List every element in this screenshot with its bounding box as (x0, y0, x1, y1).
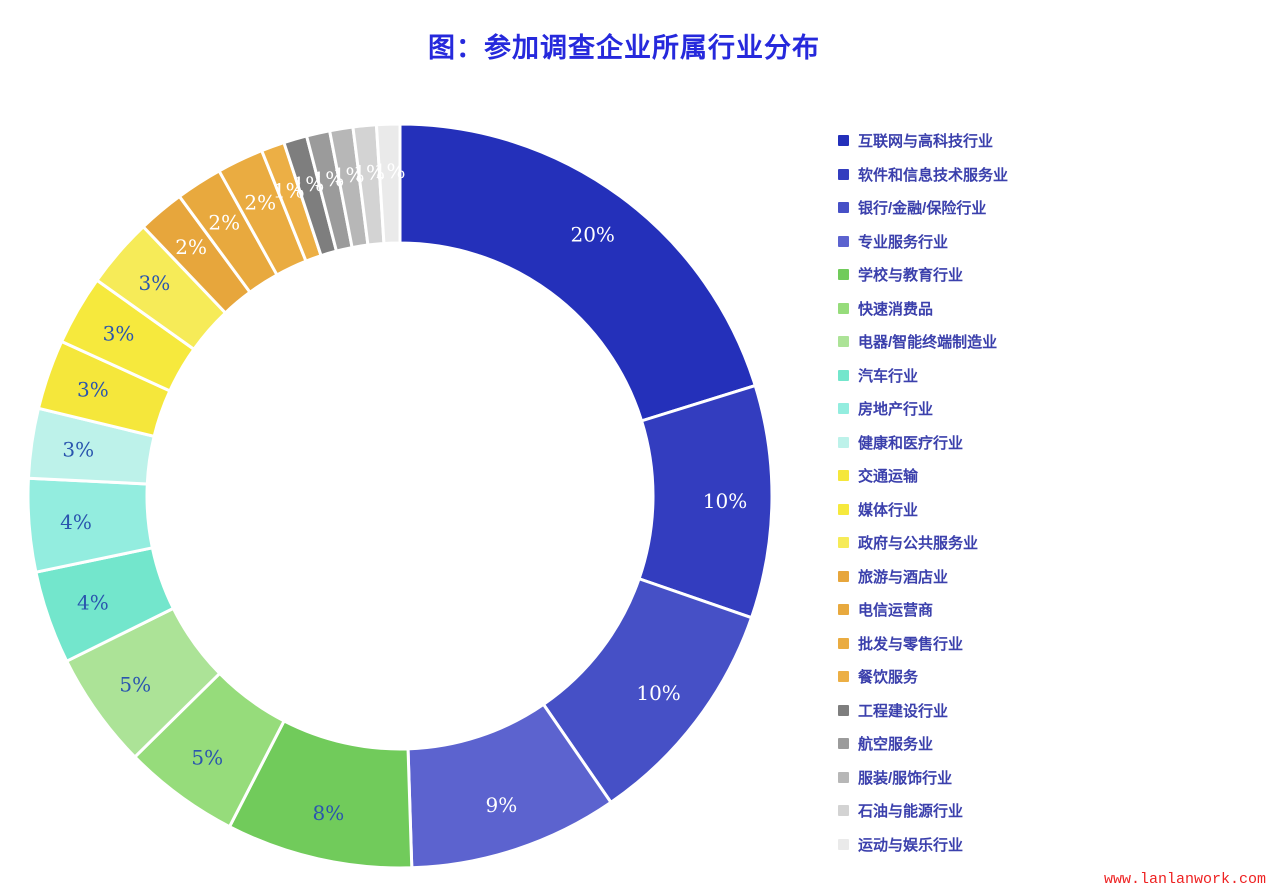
legend-swatch-icon (838, 403, 849, 415)
legend-item-5[interactable]: 学校与教育行业 (838, 258, 1258, 292)
legend-item-20[interactable]: 服装/服饰行业 (838, 761, 1258, 795)
legend-label: 服装/服饰行业 (858, 769, 953, 787)
legend-swatch-icon (838, 503, 849, 515)
slice-label-10: 3% (62, 438, 94, 462)
legend-label: 健康和医疗行业 (858, 434, 964, 452)
legend-item-17[interactable]: 餐饮服务 (838, 660, 1258, 694)
chart-legend: 互联网与高科技行业 软件和信息技术服务业 银行/金融/保险行业 专业服务行业 学校与教育… (838, 124, 1258, 861)
legend-swatch-icon (838, 637, 849, 649)
slice-label-4: 9% (486, 793, 518, 817)
slice-label-16: 2% (244, 191, 276, 215)
legend-label: 石油与能源行业 (858, 803, 964, 821)
slice-label-14: 2% (175, 235, 207, 259)
legend-swatch-icon (838, 771, 849, 783)
legend-swatch-icon (838, 202, 849, 214)
legend-swatch-icon (838, 436, 849, 448)
legend-item-15[interactable]: 电信运营商 (838, 593, 1258, 627)
slice-label-2: 10% (703, 489, 747, 513)
legend-item-1[interactable]: 互联网与高科技行业 (838, 124, 1258, 158)
legend-item-16[interactable]: 批发与零售行业 (838, 627, 1258, 661)
legend-item-12[interactable]: 媒体行业 (838, 493, 1258, 527)
legend-item-8[interactable]: 汽车行业 (838, 359, 1258, 393)
legend-label: 旅游与酒店业 (858, 568, 949, 586)
donut-chart: 20%10%10%9%8%5%5%4%4%3%3%3%3%2%2%2%1%1%1… (26, 122, 774, 870)
slice-label-20: 1% (333, 163, 365, 187)
legend-swatch-icon (838, 269, 849, 281)
legend-item-10[interactable]: 健康和医疗行业 (838, 426, 1258, 460)
legend-item-19[interactable]: 航空服务业 (838, 727, 1258, 761)
slice-label-3: 10% (636, 681, 680, 705)
pie-slice-22[interactable] (374, 122, 402, 246)
legend-item-14[interactable]: 旅游与酒店业 (838, 560, 1258, 594)
legend-item-21[interactable]: 石油与能源行业 (838, 794, 1258, 828)
legend-swatch-icon (838, 738, 849, 750)
slice-label-15: 2% (208, 211, 240, 235)
legend-swatch-icon (838, 570, 849, 582)
legend-label: 媒体行业 (858, 501, 919, 519)
slice-label-21: 1% (353, 161, 385, 185)
legend-swatch-icon (838, 470, 849, 482)
legend-swatch-icon (838, 235, 849, 247)
slice-label-6: 5% (191, 746, 223, 770)
slice-label-18: 1% (293, 172, 325, 196)
legend-label: 电信运营商 (858, 602, 934, 620)
legend-item-13[interactable]: 政府与公共服务业 (838, 526, 1258, 560)
slice-label-1: 20% (570, 222, 614, 246)
page-title: 图：参加调查企业所属行业分布 (428, 33, 820, 63)
legend-label: 专业服务行业 (858, 233, 949, 251)
legend-item-3[interactable]: 银行/金融/保险行业 (838, 191, 1258, 225)
slice-label-13: 3% (139, 271, 171, 295)
legend-item-9[interactable]: 房地产行业 (838, 392, 1258, 426)
legend-swatch-icon (838, 168, 849, 180)
legend-swatch-icon (838, 805, 849, 817)
legend-label: 餐饮服务 (858, 669, 919, 687)
legend-swatch-icon (838, 302, 849, 314)
slice-label-17: 1% (273, 179, 305, 203)
legend-item-18[interactable]: 工程建设行业 (838, 694, 1258, 728)
legend-item-22[interactable]: 运动与娱乐行业 (838, 828, 1258, 862)
legend-label: 学校与教育行业 (858, 267, 964, 285)
legend-swatch-icon (838, 336, 849, 348)
legend-swatch-icon (838, 135, 849, 147)
legend-item-4[interactable]: 专业服务行业 (838, 225, 1258, 259)
legend-swatch-icon (838, 671, 849, 683)
slice-label-5: 8% (313, 801, 345, 825)
pie-slice-1[interactable] (398, 122, 757, 423)
slice-label-12: 3% (103, 322, 135, 346)
legend-label: 快速消费品 (858, 300, 934, 318)
legend-label: 电器/智能终端制造业 (858, 334, 998, 352)
legend-swatch-icon (838, 537, 849, 549)
legend-item-6[interactable]: 快速消费品 (838, 292, 1258, 326)
legend-label: 房地产行业 (858, 401, 934, 419)
slice-label-9: 4% (60, 510, 92, 534)
legend-item-7[interactable]: 电器/智能终端制造业 (838, 325, 1258, 359)
legend-label: 工程建设行业 (858, 702, 949, 720)
legend-label: 批发与零售行业 (858, 635, 964, 653)
legend-label: 航空服务业 (858, 736, 934, 754)
legend-label: 运动与娱乐行业 (858, 836, 964, 854)
legend-swatch-icon (838, 604, 849, 616)
watermark: www.lanlanwork.com (1103, 871, 1266, 888)
legend-label: 软件和信息技术服务业 (858, 166, 1009, 184)
slice-label-19: 1% (313, 167, 345, 191)
slice-label-7: 5% (119, 673, 151, 697)
slice-label-22: 1% (374, 159, 406, 183)
legend-label: 汽车行业 (858, 367, 919, 385)
legend-item-11[interactable]: 交通运输 (838, 459, 1258, 493)
legend-item-2[interactable]: 软件和信息技术服务业 (838, 158, 1258, 192)
legend-label: 银行/金融/保险行业 (858, 200, 987, 218)
slice-label-8: 4% (77, 590, 109, 614)
legend-label: 政府与公共服务业 (858, 535, 979, 553)
legend-swatch-icon (838, 838, 849, 850)
slice-label-11: 3% (77, 378, 109, 402)
legend-swatch-icon (838, 704, 849, 716)
legend-label: 交通运输 (858, 468, 919, 486)
legend-swatch-icon (838, 369, 849, 381)
legend-label: 互联网与高科技行业 (858, 133, 994, 151)
